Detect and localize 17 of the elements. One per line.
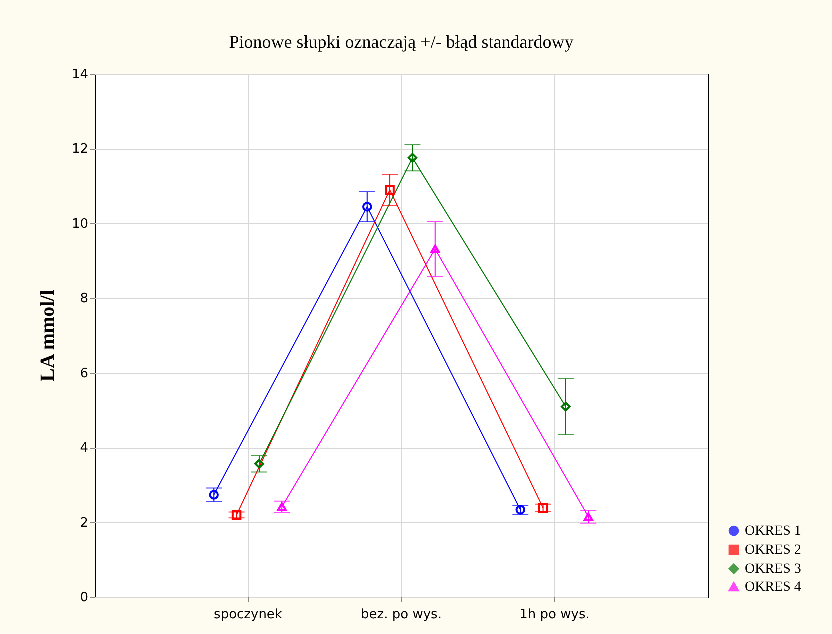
y-tick-label: 8 bbox=[80, 292, 88, 307]
x-tick-label: 1h po wys. bbox=[520, 608, 590, 622]
legend-label: OKRES 3 bbox=[745, 562, 802, 577]
y-tick-label: 14 bbox=[72, 68, 88, 82]
y-tick-label: 2 bbox=[80, 516, 88, 531]
legend-label: OKRES 1 bbox=[745, 524, 802, 539]
x-tick-label: spoczynek bbox=[214, 608, 283, 622]
x-tick-label: bez. po wys. bbox=[361, 608, 442, 622]
chart-title: Pionowe słupki oznaczają +/- błąd standardowy bbox=[229, 32, 574, 52]
y-tick-label: 10 bbox=[72, 216, 88, 232]
legend-label: OKRES 2 bbox=[745, 543, 802, 558]
y-tick-label: 4 bbox=[80, 441, 88, 456]
legend-label: OKRES 4 bbox=[745, 580, 802, 595]
y-tick-label: 12 bbox=[72, 142, 88, 158]
y-axis-title: LA mmol/l bbox=[36, 290, 59, 382]
y-tick-label: 0 bbox=[80, 590, 88, 606]
y-tick-label: 6 bbox=[80, 366, 88, 382]
